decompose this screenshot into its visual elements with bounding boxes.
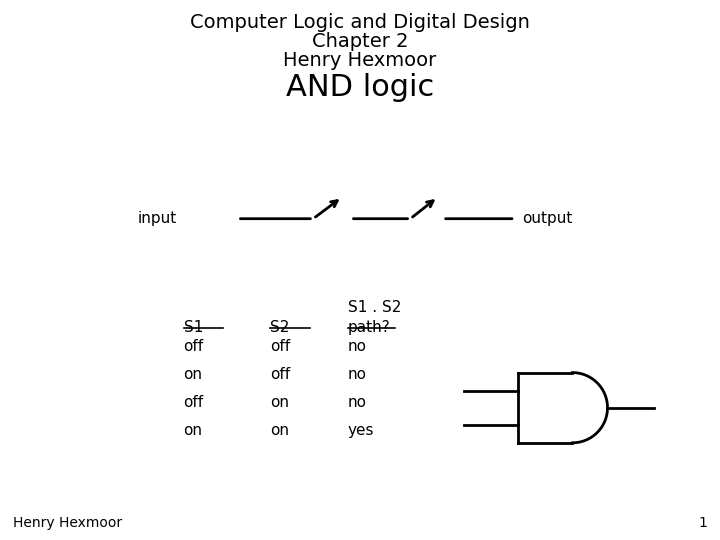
Text: on: on: [184, 367, 202, 382]
Text: Henry Hexmoor: Henry Hexmoor: [13, 516, 122, 530]
Text: on: on: [270, 395, 289, 410]
Text: on: on: [184, 423, 202, 438]
Text: off: off: [184, 339, 204, 354]
Text: yes: yes: [348, 423, 374, 438]
Text: no: no: [348, 339, 366, 354]
Text: S1 . S2: S1 . S2: [348, 300, 401, 315]
Text: AND logic: AND logic: [286, 73, 434, 102]
Text: off: off: [270, 367, 290, 382]
Text: S1: S1: [184, 320, 203, 335]
Text: path?: path?: [348, 320, 390, 335]
Text: Henry Hexmoor: Henry Hexmoor: [284, 51, 436, 70]
Text: off: off: [184, 395, 204, 410]
Text: on: on: [270, 423, 289, 438]
Text: 1: 1: [698, 516, 707, 530]
Text: no: no: [348, 395, 366, 410]
Text: output: output: [522, 211, 572, 226]
Text: no: no: [348, 367, 366, 382]
Text: Chapter 2: Chapter 2: [312, 32, 408, 51]
Text: S2: S2: [270, 320, 289, 335]
Text: off: off: [270, 339, 290, 354]
Text: input: input: [137, 211, 176, 226]
Text: Computer Logic and Digital Design: Computer Logic and Digital Design: [190, 14, 530, 32]
